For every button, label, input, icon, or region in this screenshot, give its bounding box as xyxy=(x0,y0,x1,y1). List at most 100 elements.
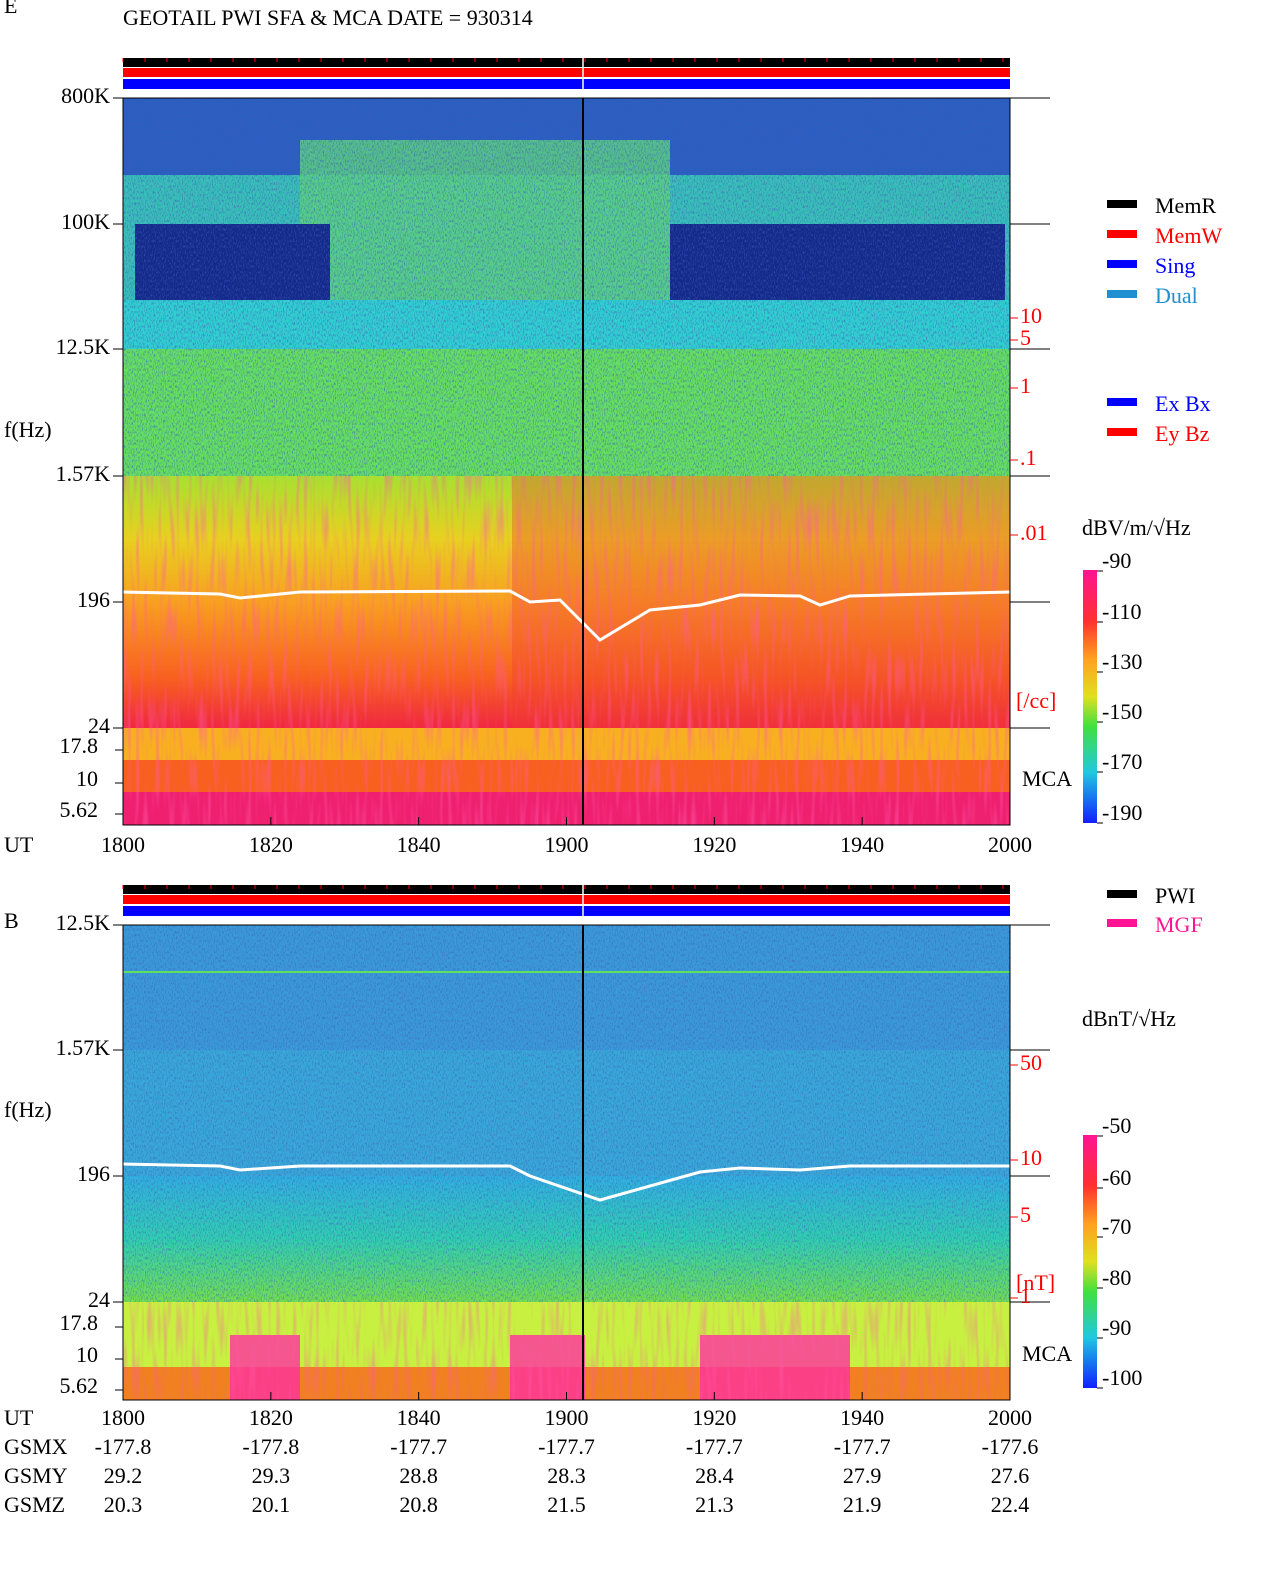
y-tick-label: 12.5K xyxy=(56,334,111,359)
orbit-value: 21.9 xyxy=(843,1492,882,1517)
x-tick-label: 1820 xyxy=(249,832,293,857)
colorbar-tick-label: -130 xyxy=(1102,649,1142,674)
orbit-value: 21.3 xyxy=(695,1492,734,1517)
x-tick-label: 1940 xyxy=(840,1405,884,1430)
scale-tick-label: 1 xyxy=(1020,1283,1031,1308)
colorbar-unit: dBV/m/√Hz xyxy=(1082,515,1191,540)
status-bar xyxy=(123,58,1010,67)
scale-tick-label: 5 xyxy=(1020,325,1031,350)
orbit-value: 22.4 xyxy=(991,1492,1030,1517)
orbit-label: GSMZ xyxy=(4,1492,65,1517)
orbit-label: GSMY xyxy=(4,1463,68,1488)
x-tick-label: 1820 xyxy=(249,1405,293,1430)
x-tick-label: 1900 xyxy=(545,1405,589,1430)
x-tick-label: 1900 xyxy=(545,832,589,857)
mca-tick-label: 17.8 xyxy=(60,733,99,758)
mca-tick-label: 10 xyxy=(76,1342,98,1367)
orbit-value: -177.7 xyxy=(538,1434,595,1459)
colorbar-tick-label: -60 xyxy=(1102,1165,1131,1190)
scale-tick-label: 1 xyxy=(1020,373,1031,398)
colorbar-tick-label: -70 xyxy=(1102,1214,1131,1239)
scale-tick-label: .1 xyxy=(1020,445,1037,470)
legend-swatch xyxy=(1107,398,1137,406)
colorbar-tick-label: -50 xyxy=(1102,1113,1131,1138)
legend-swatch xyxy=(1107,260,1137,268)
plasma-line xyxy=(122,1162,1010,1202)
legend-label: Sing xyxy=(1155,253,1195,278)
legend-swatch xyxy=(1107,200,1137,208)
orbit-value: 28.4 xyxy=(695,1463,734,1488)
status-bar xyxy=(123,79,1010,89)
colorbar-tick-label: -170 xyxy=(1102,749,1142,774)
orbit-value: 28.3 xyxy=(547,1463,586,1488)
scale-unit: [/cc] xyxy=(1016,688,1056,713)
colorbar-tick-label: -90 xyxy=(1102,1315,1131,1340)
orbit-value: 20.3 xyxy=(104,1492,143,1517)
orbit-value: 29.2 xyxy=(104,1463,143,1488)
legend-label: Dual xyxy=(1155,283,1198,308)
mca-label: MCA xyxy=(1022,1341,1072,1366)
x-tick-label: 2000 xyxy=(988,832,1032,857)
y-tick-label: 24 xyxy=(88,713,110,738)
colorbar-tick-label: -110 xyxy=(1102,599,1142,624)
spectrogram-noise xyxy=(123,476,1010,825)
spectrogram-noise xyxy=(123,1302,1010,1400)
colorbar-tick-label: -100 xyxy=(1102,1365,1142,1390)
x-tick-label: 1800 xyxy=(101,832,145,857)
mca-tick-label: 5.62 xyxy=(60,1373,99,1398)
y-axis-label: f(Hz) xyxy=(4,1097,52,1122)
x-tick-label: 1920 xyxy=(692,1405,736,1430)
x-tick-label: 1920 xyxy=(692,832,736,857)
x-tick-label: 1940 xyxy=(840,832,884,857)
legend-label: Ex Bx xyxy=(1155,391,1211,416)
plot-layer: GEOTAIL PWI SFA & MCA DATE = 930314 Ef(Hz… xyxy=(4,0,1222,1517)
orbit-value: 21.5 xyxy=(547,1492,586,1517)
scale-tick-label: 10 xyxy=(1020,303,1042,328)
orbit-value: -177.7 xyxy=(686,1434,743,1459)
scale-unit: [nT] xyxy=(1016,1270,1055,1295)
legend-label: MGF xyxy=(1155,912,1203,937)
scale-tick-label: .01 xyxy=(1020,520,1048,545)
colorbar-tick-label: -190 xyxy=(1102,800,1142,825)
orbit-value: 27.9 xyxy=(843,1463,882,1488)
legend-label: MemR xyxy=(1155,193,1216,218)
x-axis-label: UT xyxy=(4,832,34,857)
colorbar-tick-label: -90 xyxy=(1102,548,1131,573)
orbit-value: 20.8 xyxy=(399,1492,438,1517)
status-bar xyxy=(123,68,1010,77)
colorbar-tick-label: -80 xyxy=(1102,1265,1131,1290)
spectrogram-noise xyxy=(123,925,1010,1302)
orbit-value: 29.3 xyxy=(252,1463,291,1488)
orbit-value: -177.6 xyxy=(982,1434,1039,1459)
x-tick-label: 1800 xyxy=(101,1405,145,1430)
orbit-label: GSMX xyxy=(4,1434,68,1459)
spectrogram-noise xyxy=(123,98,1010,476)
scale-tick-label: 10 xyxy=(1020,1145,1042,1170)
legend-swatch xyxy=(1107,919,1137,927)
y-tick-label: 1.57K xyxy=(56,461,111,486)
status-bar xyxy=(123,885,1010,894)
mca-tick-label: 10 xyxy=(76,766,98,791)
x-tick-label: 2000 xyxy=(988,1405,1032,1430)
component-label: E xyxy=(4,0,17,18)
status-bar xyxy=(123,906,1010,916)
legend-swatch xyxy=(1107,890,1137,898)
y-tick-label: 12.5K xyxy=(56,910,111,935)
y-axis-label: f(Hz) xyxy=(4,417,52,442)
colorbar xyxy=(1083,1135,1097,1388)
component-label: B xyxy=(4,908,19,933)
legend-swatch xyxy=(1107,290,1137,298)
colorbar-tick-label: -150 xyxy=(1102,699,1142,724)
mca-tick-label: 5.62 xyxy=(60,797,99,822)
chart-title: GEOTAIL PWI SFA & MCA DATE = 930314 xyxy=(123,5,533,30)
orbit-value: -177.8 xyxy=(242,1434,299,1459)
legend-swatch xyxy=(1107,230,1137,238)
status-bar xyxy=(123,895,1010,904)
legend-label: Ey Bz xyxy=(1155,421,1210,446)
orbit-value: 28.8 xyxy=(399,1463,438,1488)
x-tick-label: 1840 xyxy=(397,1405,441,1430)
y-tick-label: 800K xyxy=(61,83,110,108)
colorbar xyxy=(1083,570,1097,823)
legend-label: MemW xyxy=(1155,223,1222,248)
